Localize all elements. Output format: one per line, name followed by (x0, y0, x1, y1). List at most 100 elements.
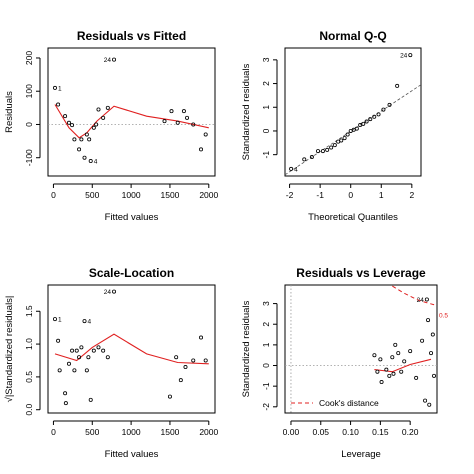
data-point (203, 132, 208, 137)
data-point (368, 117, 373, 122)
y-tick-label: 100 (24, 84, 34, 98)
data-point (414, 375, 419, 380)
x-tick-label: 0.00 (283, 427, 300, 437)
data-point (70, 123, 75, 128)
data-point (105, 355, 110, 360)
data-point (429, 351, 434, 356)
y-axis-label: √|Standardized residuals| (4, 296, 15, 403)
data-point (63, 391, 68, 396)
y-tick-label: 0.5 (24, 371, 34, 383)
y-tick-label: -1 (261, 151, 271, 159)
data-point (70, 348, 75, 353)
data-point (77, 355, 82, 360)
cooks-distance-label: 0.5 (439, 313, 448, 320)
data-point (66, 120, 71, 125)
data-point (381, 107, 386, 112)
data-point (387, 102, 392, 107)
data-point (199, 147, 204, 152)
data-point (354, 126, 359, 131)
point-id-label: 24 (417, 297, 425, 304)
data-point (332, 143, 337, 148)
x-axis-label: Theoretical Quantiles (308, 212, 398, 223)
panel-normal-qq: Normal Q-Q Theoretical Quantiles Standar… (241, 29, 422, 223)
data-point (96, 345, 101, 350)
x-tick-label: 1000 (122, 190, 141, 200)
data-point (329, 145, 334, 150)
y-tick-label: 1.0 (24, 338, 34, 350)
y-tick-label: 0 (261, 363, 271, 368)
point-id-label: 4 (294, 166, 298, 173)
data-point (82, 155, 87, 160)
data-point (375, 369, 380, 374)
data-point (167, 394, 172, 399)
data-point (395, 83, 400, 88)
data-point (325, 147, 330, 152)
data-point (88, 159, 93, 164)
cooks-distance-curve (389, 285, 437, 307)
data-point (345, 132, 350, 137)
x-axis-label: Fitted values (105, 449, 159, 460)
y-tick-label: -100 (24, 149, 34, 166)
x-tick-label: 0.20 (402, 427, 419, 437)
x-tick-label: 0.15 (372, 427, 389, 437)
data-point (91, 348, 96, 353)
point-id-label: 1 (58, 85, 62, 92)
data-point (402, 359, 407, 364)
data-point (79, 345, 84, 350)
data-point (399, 369, 404, 374)
data-point (84, 368, 89, 373)
data-point (56, 338, 61, 343)
data-point (391, 371, 396, 376)
smoother-line (374, 358, 432, 373)
panel-title: Residuals vs Leverage (296, 266, 426, 280)
data-point (316, 149, 321, 154)
data-point (82, 319, 87, 324)
smoother-line (54, 333, 209, 365)
data-point (376, 112, 381, 117)
x-axis-label: Leverage (341, 449, 381, 460)
data-point (408, 53, 413, 58)
data-point (96, 107, 101, 112)
y-tick-label: -1 (261, 382, 271, 390)
data-point (426, 318, 431, 323)
data-point (112, 289, 117, 294)
point-id-label: 4 (88, 319, 92, 326)
data-point (91, 125, 96, 130)
x-tick-label: 2000 (199, 427, 218, 437)
y-tick-label: 0 (24, 122, 34, 127)
y-axis-label: Standardized residuals (241, 63, 252, 160)
data-point (52, 317, 57, 322)
panel-title: Normal Q-Q (319, 29, 386, 43)
point-id-label: 24 (104, 289, 112, 296)
panel-residuals-vs-leverage: Residuals vs Leverage Leverage Standardi… (241, 266, 448, 460)
data-point (302, 157, 307, 162)
data-point (56, 102, 61, 107)
data-point (57, 368, 62, 373)
y-tick-label: 1 (261, 342, 271, 347)
x-tick-label: 1 (379, 190, 384, 200)
x-axis-label: Fitted values (105, 212, 159, 223)
data-point (105, 105, 110, 110)
data-point (101, 115, 106, 120)
y-tick-label: 2 (261, 322, 271, 327)
data-point (79, 137, 84, 142)
x-tick-label: 2000 (199, 190, 218, 200)
panel-scale-location: Scale-Location Fitted values √|Standardi… (4, 266, 219, 460)
data-point (181, 109, 186, 114)
y-tick-label: 2 (261, 81, 271, 86)
x-tick-label: 500 (85, 427, 99, 437)
plot-frame (284, 284, 438, 414)
x-tick-label: 0.05 (312, 427, 329, 437)
plot-frame (47, 47, 216, 177)
data-point (361, 121, 366, 126)
y-tick-label: 3 (261, 57, 271, 62)
panel-residuals-vs-fitted: Residuals vs Fitted Fitted values Residu… (4, 29, 219, 223)
data-point (393, 342, 398, 347)
legend-label: Cook's distance (319, 398, 379, 408)
y-tick-label: 3 (261, 301, 271, 306)
data-point (191, 358, 196, 363)
y-tick-label: 200 (24, 51, 34, 65)
data-point (185, 115, 190, 120)
data-point (87, 137, 92, 142)
